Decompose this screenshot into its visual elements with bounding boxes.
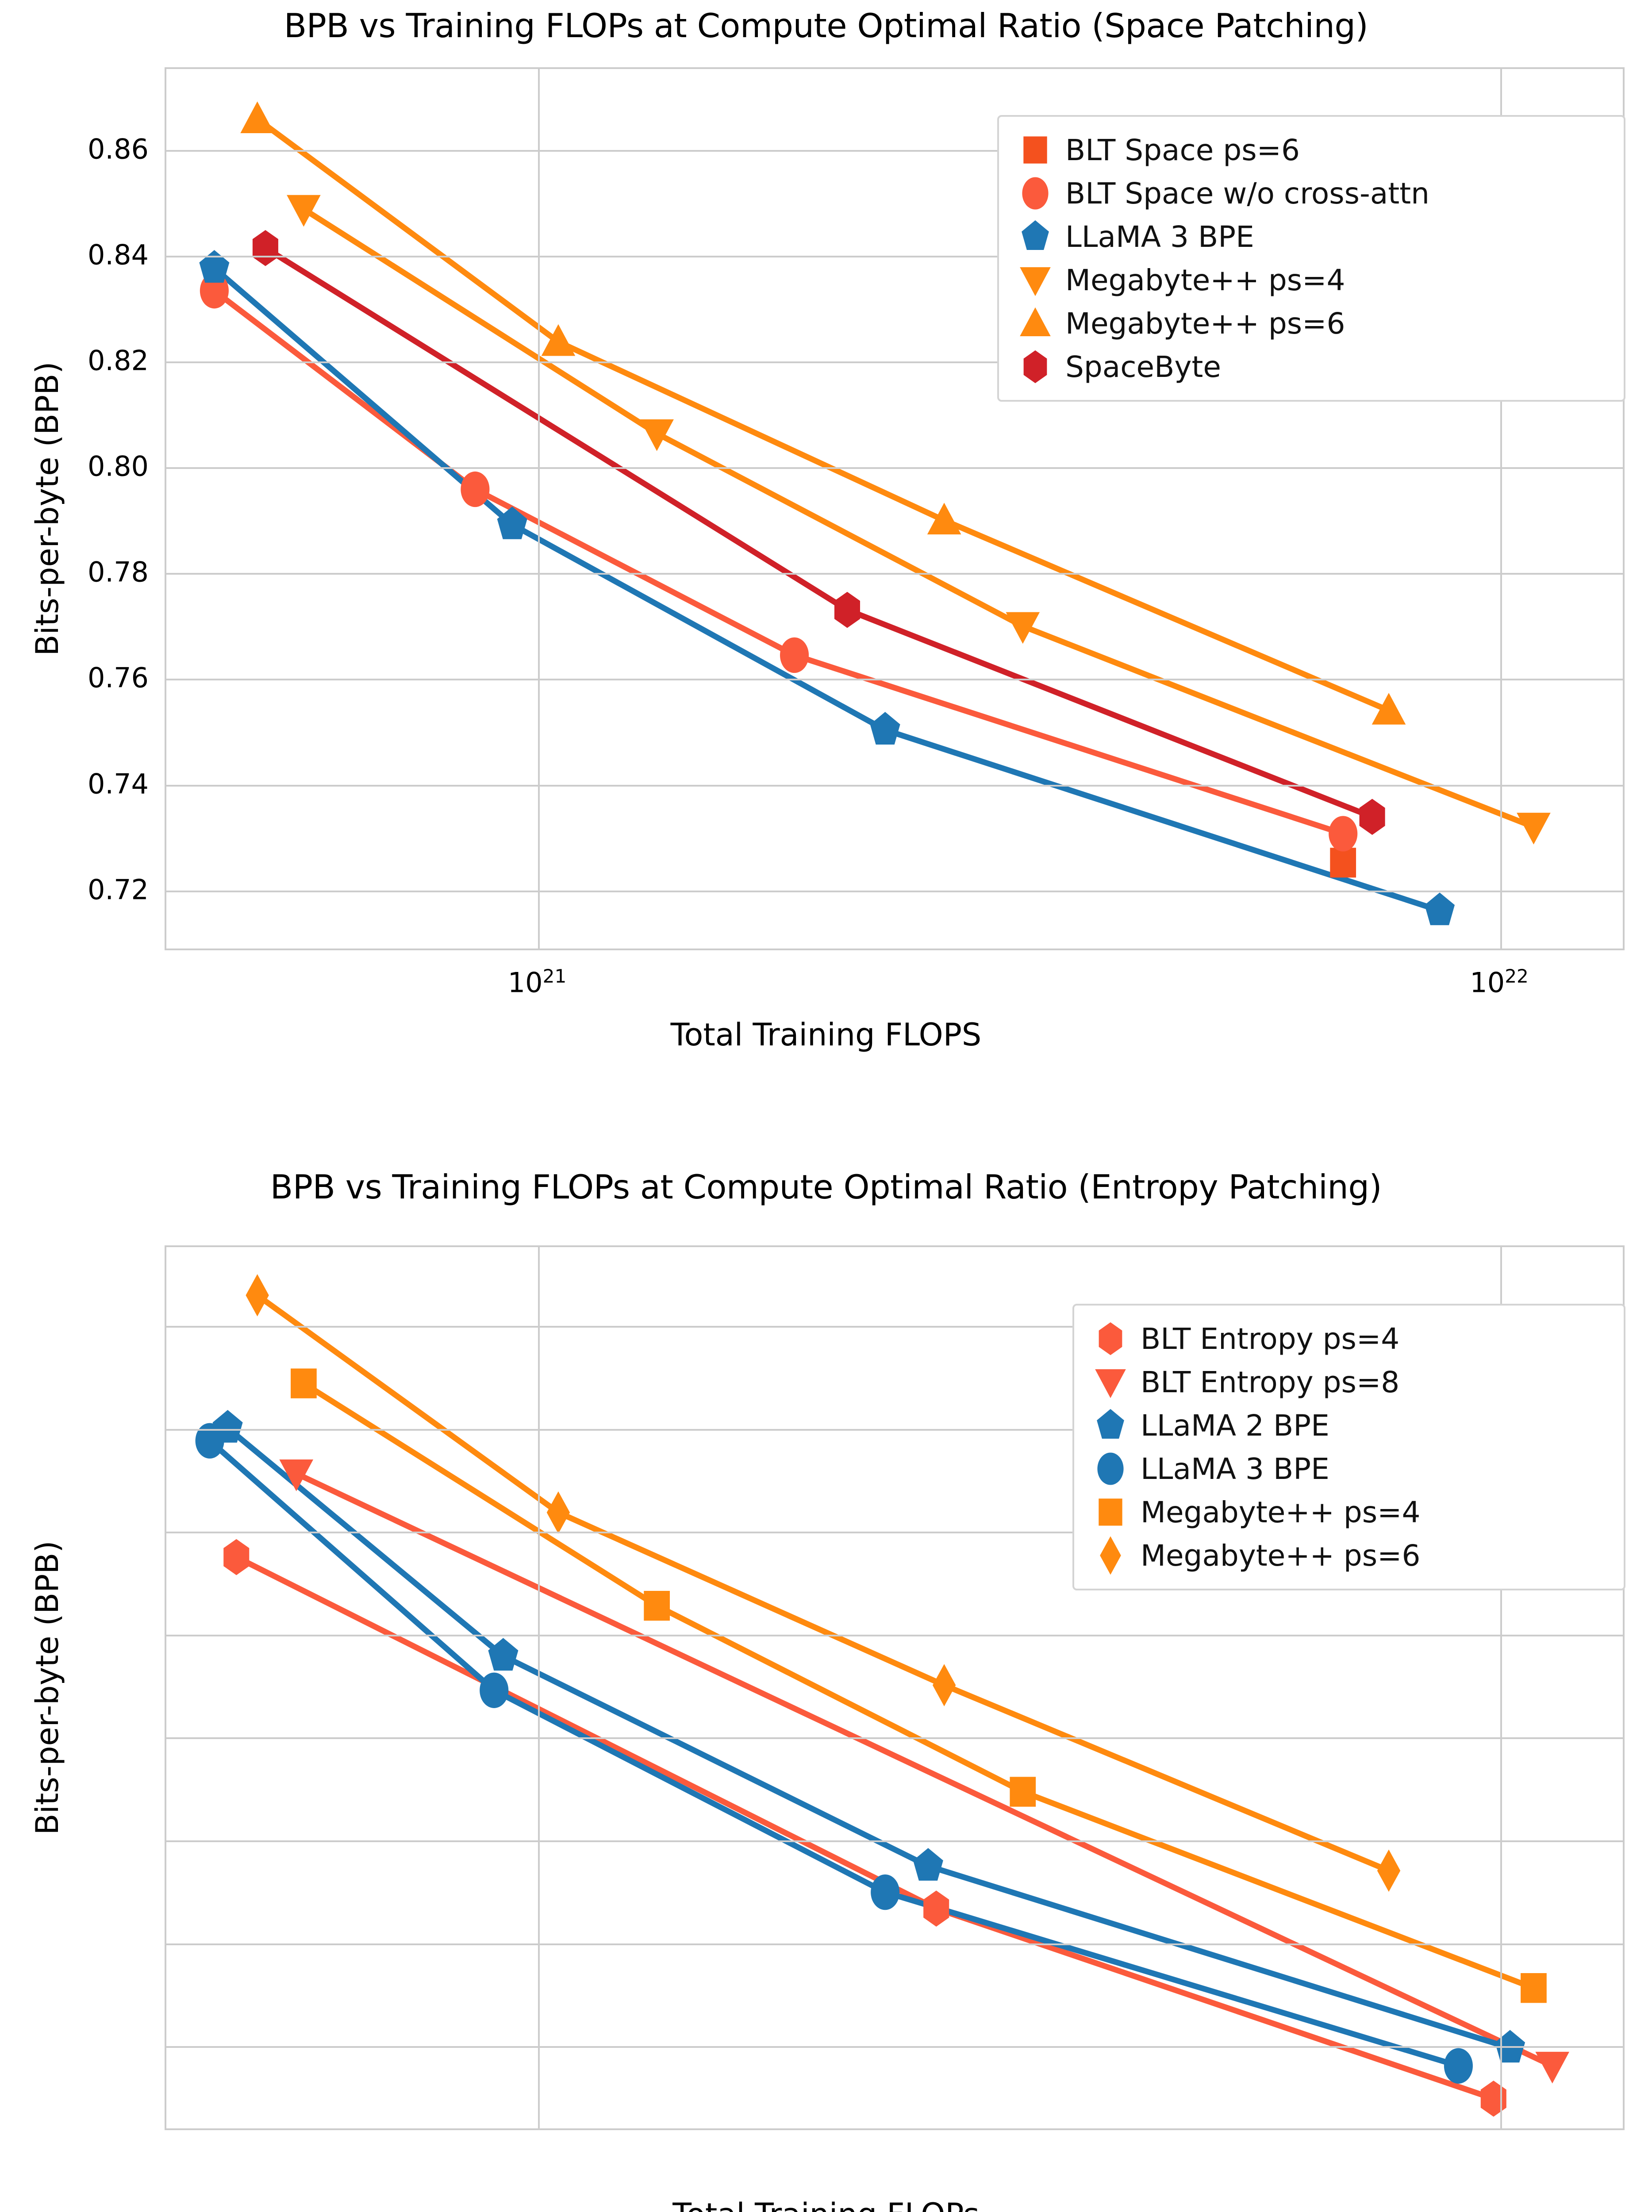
- gridline-horizontal: [166, 2046, 1623, 2048]
- legend-marker-pentagon-icon: [1011, 216, 1059, 257]
- y-tick-label: 0.82: [87, 344, 149, 377]
- legend-item-label: Megabyte++ ps=6: [1065, 306, 1345, 341]
- series-line: [293, 1471, 1556, 2069]
- y-axis-label-entropy-patching: Bits-per-byte (BPB): [29, 1540, 65, 1835]
- legend-marker-triangle-down-icon: [1087, 1362, 1134, 1402]
- x-tick-label: 1022: [1470, 965, 1529, 999]
- y-tick-label: 0.84: [87, 238, 149, 271]
- panel-entropy-patching: BPB vs Training FLOPs at Compute Optimal…: [0, 1161, 1652, 2212]
- legend-item[interactable]: BLT Entropy ps=8: [1087, 1360, 1609, 1404]
- legend-item-label: BLT Space w/o cross-attn: [1065, 176, 1429, 211]
- plot-area-entropy-patching: [165, 1245, 1625, 2130]
- series-line: [211, 288, 1346, 837]
- legend-item-label: Megabyte++ ps=6: [1141, 1538, 1421, 1573]
- gridline-horizontal: [166, 361, 1623, 364]
- y-tick-label: 0.76: [87, 661, 149, 694]
- x-axis-label-space-patching: Total Training FLOPS: [670, 1017, 982, 1053]
- gridline-vertical: [538, 69, 540, 949]
- legend-item[interactable]: BLT Space w/o cross-attn: [1011, 172, 1609, 215]
- legend-marker-diamond-icon: [1087, 1535, 1134, 1576]
- gridline-horizontal: [166, 1840, 1623, 1843]
- y-tick-label: 0.74: [87, 768, 149, 800]
- legend-marker-hexagon-icon: [1087, 1318, 1134, 1359]
- legend-item-label: LLaMA 3 BPE: [1065, 219, 1254, 254]
- legend-item-label: SpaceByte: [1065, 349, 1221, 384]
- gridline-horizontal: [166, 467, 1623, 469]
- gridline-horizontal: [166, 679, 1623, 681]
- legend-marker-triangle-up-icon: [1011, 303, 1059, 344]
- legend-marker-hexagon-icon: [1011, 346, 1059, 387]
- series-line: [211, 265, 1443, 914]
- gridline-vertical: [538, 1247, 540, 2128]
- series-layer-space-patching: [199, 101, 1551, 926]
- panel-title-space-patching: BPB vs Training FLOPs at Compute Optimal…: [284, 6, 1368, 45]
- series-line: [207, 1438, 1461, 2069]
- gridline-horizontal: [166, 256, 1623, 258]
- y-tick-label: 0.72: [87, 873, 149, 906]
- series-line: [300, 1380, 1537, 1991]
- legend-item-label: Megabyte++ ps=4: [1141, 1495, 1421, 1529]
- gridline-horizontal: [166, 573, 1623, 575]
- gridline-horizontal: [166, 890, 1623, 892]
- legend-item-label: LLaMA 3 BPE: [1141, 1452, 1329, 1486]
- legend-item-label: BLT Entropy ps=8: [1141, 1365, 1400, 1399]
- legend-item[interactable]: SpaceByte: [1011, 345, 1609, 388]
- gridline-horizontal: [166, 1429, 1623, 1431]
- y-tick-label: 0.78: [87, 556, 149, 588]
- legend-item[interactable]: LLaMA 2 BPE: [1087, 1404, 1609, 1447]
- series-line: [254, 1292, 1392, 1874]
- y-axis-label-space-patching: Bits-per-byte (BPB): [29, 361, 65, 656]
- gridline-horizontal: [166, 1532, 1623, 1534]
- y-tick-label: 0.80: [87, 450, 149, 483]
- series-line: [300, 206, 1537, 830]
- legend-item-label: BLT Space ps=6: [1065, 133, 1300, 167]
- legend-item[interactable]: Megabyte++ ps=6: [1011, 302, 1609, 345]
- legend-space-patching[interactable]: BLT Space ps=6 BLT Space w/o cross-attn LL…: [997, 115, 1625, 402]
- legend-marker-circle-icon: [1087, 1448, 1134, 1489]
- gridline-horizontal: [166, 1634, 1623, 1636]
- series-line: [225, 1425, 1513, 2051]
- series-line: [254, 116, 1392, 714]
- panel-title-entropy-patching: BPB vs Training FLOPs at Compute Optimal…: [270, 1167, 1382, 1206]
- gridline-horizontal: [166, 1737, 1623, 1740]
- legend-item[interactable]: Megabyte++ ps=4: [1011, 258, 1609, 302]
- gridline-horizontal: [166, 1943, 1623, 1945]
- legend-item-label: LLaMA 2 BPE: [1141, 1408, 1329, 1443]
- legend-item-label: Megabyte++ ps=4: [1065, 263, 1345, 297]
- legend-item[interactable]: LLaMA 3 BPE: [1011, 215, 1609, 258]
- legend-item-label: BLT Entropy ps=4: [1141, 1321, 1400, 1356]
- y-tick-label: 0.86: [87, 133, 149, 165]
- legend-entropy-patching[interactable]: BLT Entropy ps=4 BLT Entropy ps=8 LLaMA 2 …: [1072, 1304, 1625, 1590]
- gridline-vertical: [1500, 1247, 1502, 2128]
- legend-item[interactable]: LLaMA 3 BPE: [1087, 1447, 1609, 1490]
- gridline-horizontal: [166, 150, 1623, 152]
- x-axis-label-entropy-patching: Total Training FLOPs: [0, 2197, 1652, 2212]
- legend-marker-pentagon-icon: [1087, 1405, 1134, 1446]
- legend-marker-square-icon: [1011, 130, 1059, 170]
- panel-space-patching: BPB vs Training FLOPs at Compute Optimal…: [29, 6, 1625, 1053]
- gridline-horizontal: [166, 1326, 1623, 1328]
- gridline-horizontal: [166, 784, 1623, 787]
- legend-item[interactable]: BLT Space ps=6: [1011, 128, 1609, 172]
- legend-item[interactable]: Megabyte++ ps=6: [1087, 1534, 1609, 1577]
- gridline-vertical: [1500, 69, 1502, 949]
- legend-marker-circle-icon: [1011, 173, 1059, 214]
- legend-item[interactable]: BLT Entropy ps=4: [1087, 1317, 1609, 1360]
- x-tick-label: 1021: [507, 965, 567, 999]
- legend-marker-square-icon: [1087, 1492, 1134, 1532]
- series-layer-entropy-patching: [195, 1274, 1570, 2117]
- legend-item[interactable]: Megabyte++ ps=4: [1087, 1490, 1609, 1534]
- legend-marker-triangle-down-icon: [1011, 260, 1059, 300]
